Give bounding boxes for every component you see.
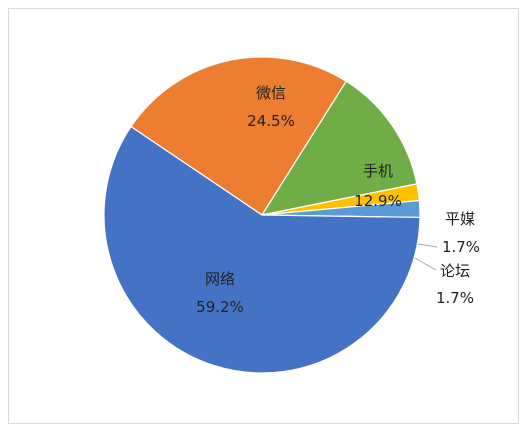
pie-slice-5	[103, 125, 421, 374]
slice-value-5: 59.2%	[196, 298, 244, 316]
pie-slice-2	[260, 80, 418, 216]
pie-slice-1	[130, 56, 348, 216]
slice-value-4: 1.7%	[436, 289, 474, 307]
leader-line-4	[414, 257, 437, 271]
slice-label-4: 论坛	[440, 262, 470, 280]
slice-value-1: 24.5%	[247, 112, 295, 130]
slice-label-2: 手机	[363, 162, 393, 180]
slice-value-2: 12.9%	[354, 192, 402, 210]
slice-label-5: 网络	[205, 270, 235, 288]
slice-value-3: 1.7%	[442, 238, 480, 256]
slice-label-1: 微信	[256, 84, 286, 102]
leader-line-3	[417, 243, 438, 248]
slice-label-3: 平媒	[445, 210, 475, 228]
